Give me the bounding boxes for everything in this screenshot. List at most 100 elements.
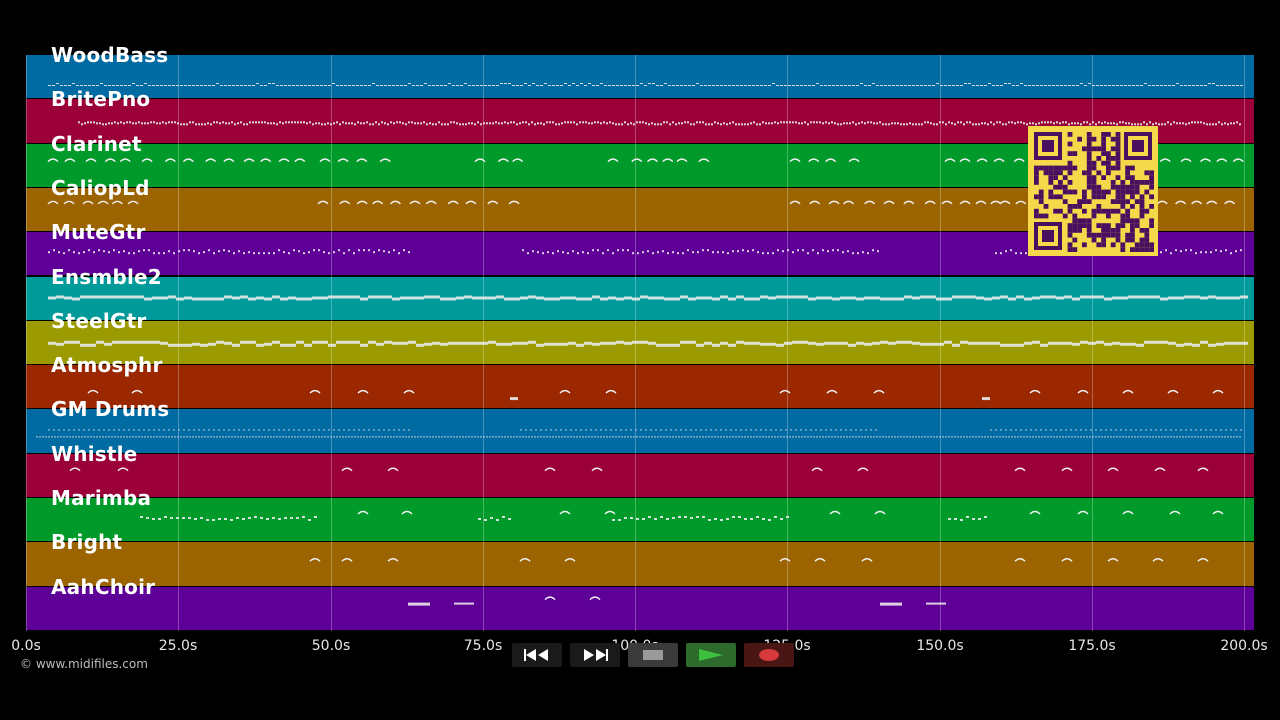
note-mark: [447, 123, 449, 126]
note-mark: [100, 83, 103, 84]
note-mark: [696, 436, 698, 438]
note-mark: [1168, 296, 1176, 300]
note-mark: [747, 250, 749, 253]
note-mark: [477, 121, 479, 124]
note-mark: [297, 436, 299, 438]
note-mark: [1188, 436, 1190, 438]
note-mark: [333, 436, 335, 438]
note-mark: [210, 123, 212, 126]
note-mark: [843, 436, 845, 438]
note-mark: [865, 429, 867, 431]
note-mark: [770, 429, 772, 431]
note-mark: [316, 85, 319, 86]
note-mark: [873, 389, 885, 394]
note-mark: [1047, 121, 1049, 124]
note-mark: [909, 436, 911, 438]
note-mark: [852, 85, 855, 86]
note-mark: [872, 249, 874, 252]
qr-module: [1096, 170, 1102, 176]
note-mark: [546, 121, 548, 124]
note-mark: [264, 297, 272, 301]
fast-forward-button[interactable]: [570, 643, 620, 667]
note-mark: [88, 429, 90, 431]
note-mark: [128, 252, 130, 255]
note-mark: [318, 249, 320, 252]
note-mark: [982, 397, 990, 401]
note-mark: [1176, 296, 1184, 300]
note-mark: [972, 436, 974, 438]
note-mark: [797, 249, 799, 252]
note-mark: [1236, 121, 1238, 124]
note-mark: [333, 429, 335, 431]
note-mark: [1156, 200, 1168, 205]
note-mark: [207, 122, 209, 125]
note-mark: [1144, 295, 1152, 299]
note-mark: [822, 249, 824, 252]
note-mark: [1017, 121, 1019, 124]
note-mark: [678, 122, 680, 125]
note-mark: [222, 436, 224, 438]
note-mark: [544, 467, 556, 472]
qr-module: [1053, 184, 1058, 190]
note-mark: [336, 295, 344, 299]
qr-module: [1058, 170, 1063, 176]
rewind-button[interactable]: [512, 643, 562, 667]
note-mark: [630, 122, 632, 125]
note-mark: [264, 436, 266, 438]
note-mark: [858, 122, 860, 125]
note-mark: [819, 436, 821, 438]
note-mark: [248, 517, 251, 519]
note-mark: [657, 251, 659, 254]
note-mark: [1167, 436, 1169, 438]
note-mark: [375, 121, 377, 124]
note-mark: [213, 252, 215, 255]
note-mark: [1014, 467, 1026, 472]
note-mark: [789, 121, 791, 124]
qr-module: [1067, 151, 1073, 156]
note-mark: [737, 250, 739, 253]
note-mark: [736, 340, 744, 344]
note-mark: [589, 596, 601, 601]
note-mark: [826, 389, 838, 394]
note-mark: [120, 85, 123, 86]
note-mark: [672, 436, 674, 438]
note-mark: [188, 517, 191, 519]
note-mark: [255, 121, 257, 124]
note-mark: [351, 436, 353, 438]
note-mark: [300, 121, 302, 124]
note-mark: [480, 123, 482, 126]
qr-module: [1144, 208, 1150, 214]
play-button[interactable]: [686, 643, 736, 667]
note-mark: [680, 295, 688, 299]
note-mark: [1185, 436, 1187, 438]
note-mark: [568, 296, 576, 300]
note-mark: [1056, 341, 1064, 345]
note-mark: [904, 295, 912, 299]
note-mark: [1176, 436, 1178, 438]
note-mark: [1020, 252, 1022, 255]
note-mark: [1206, 200, 1218, 205]
note-mark: [530, 429, 532, 431]
note-mark: [234, 123, 236, 126]
stop-button[interactable]: [628, 643, 678, 667]
note-mark: [403, 429, 405, 431]
note-mark: [288, 429, 290, 431]
qr-module: [1101, 228, 1106, 233]
note-mark: [819, 121, 821, 124]
note-mark: [213, 429, 215, 431]
note-mark: [948, 436, 950, 438]
record-button[interactable]: [744, 643, 794, 667]
note-mark: [1008, 436, 1010, 438]
note-mark: [462, 436, 464, 438]
note-mark: [906, 436, 908, 438]
note-mark: [128, 295, 136, 299]
note-mark: [600, 297, 608, 301]
note-mark: [528, 340, 536, 344]
note-mark: [504, 121, 506, 124]
note-mark: [891, 122, 893, 125]
note-mark: [102, 436, 104, 438]
note-mark: [933, 436, 935, 438]
note-mark: [441, 123, 443, 126]
note-mark: [304, 343, 312, 347]
note-mark: [612, 436, 614, 438]
